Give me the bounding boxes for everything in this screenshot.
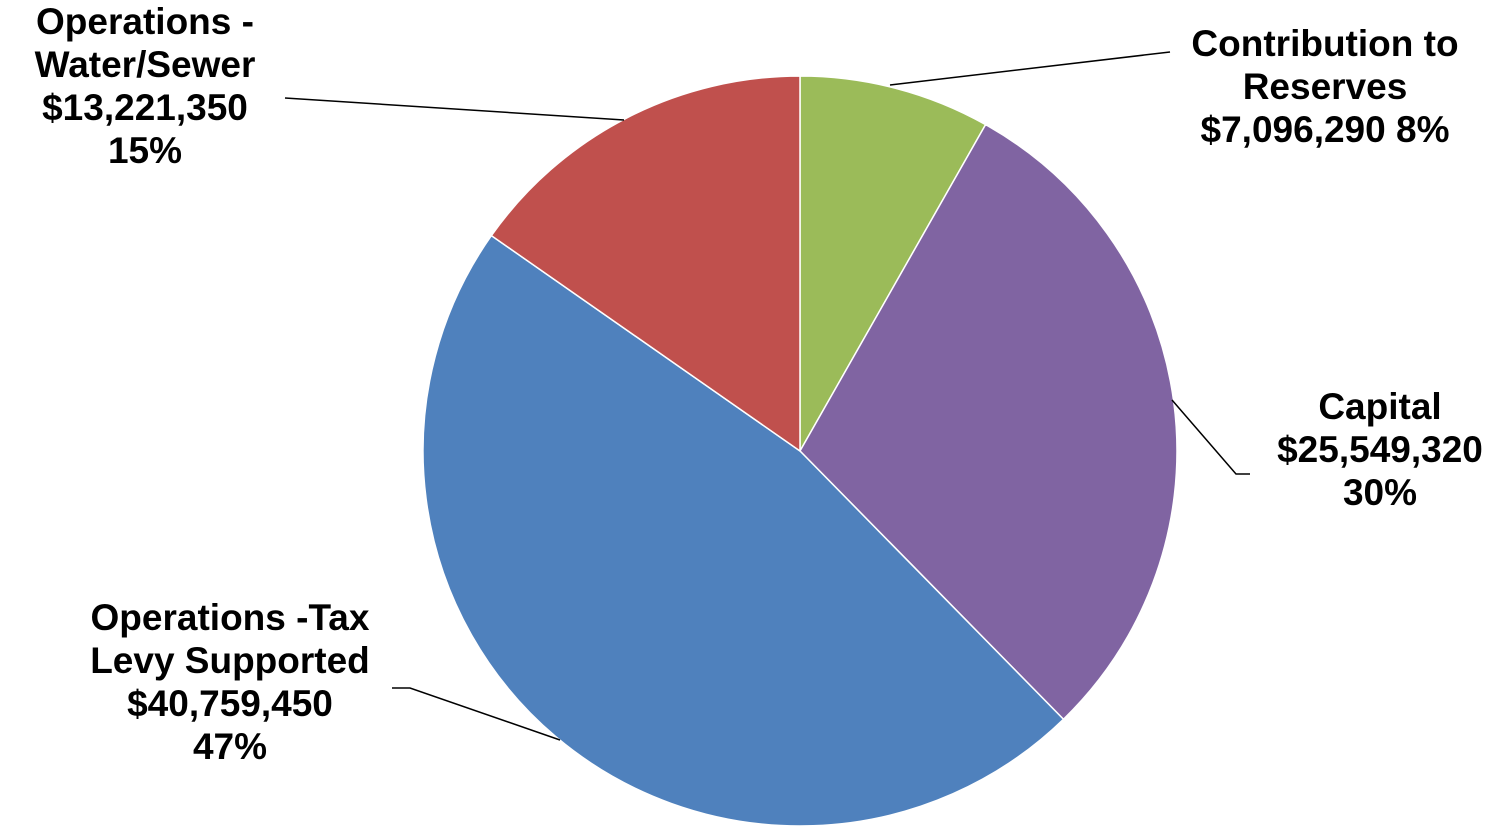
data-label-contribution-to-reserves: Contribution to Reserves $7,096,290 8% [1191, 23, 1459, 150]
leader-line-operations-tax-levy-supported [392, 687, 561, 741]
leader-line-operations-water-sewer [284, 97, 625, 121]
pie-slices [422, 75, 1178, 827]
data-label-capital: Capital $25,549,320 30% [1277, 386, 1483, 513]
pie-slice-operations-tax-levy-supported [422, 234, 1065, 827]
leader-line-capital [1171, 399, 1250, 475]
data-label-operations-tax-levy-supported: Operations -Tax Levy Supported $40,759,4… [90, 597, 370, 767]
leader-lines [284, 51, 1250, 741]
data-label-operations-water-sewer: Operations - Water/Sewer $13,221,350 15% [34, 1, 256, 171]
pie-slice-operations-water-sewer [490, 75, 801, 453]
pie-slice-contribution-to-reserves [799, 75, 987, 454]
leader-line-contribution-to-reserves [889, 51, 1171, 86]
